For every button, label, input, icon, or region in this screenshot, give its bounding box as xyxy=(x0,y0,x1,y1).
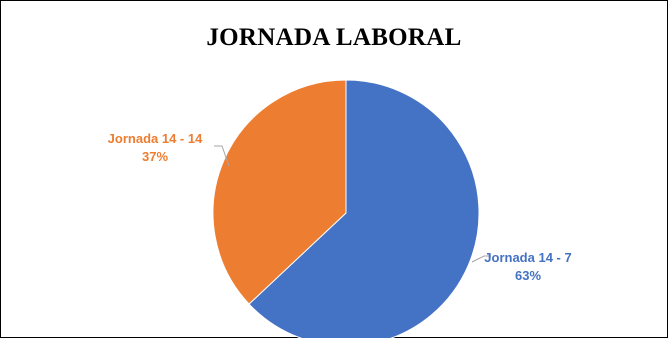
data-label-name-jornada-14-14: Jornada 14 - 14 xyxy=(108,131,203,146)
leader-line-jornada-14-7 xyxy=(471,255,491,263)
data-label-value-jornada-14-7: 63% xyxy=(515,268,541,283)
pie-slice-jornada-14-7 xyxy=(248,79,480,338)
data-label-value-jornada-14-14: 37% xyxy=(142,149,168,164)
data-label-name-jornada-14-7: Jornada 14 - 7 xyxy=(484,250,571,265)
chart-title: JORNADA LABORAL xyxy=(206,24,462,51)
leader-line-jornada-14-14 xyxy=(214,145,230,167)
pie-slice-jornada-14-14 xyxy=(212,79,347,305)
